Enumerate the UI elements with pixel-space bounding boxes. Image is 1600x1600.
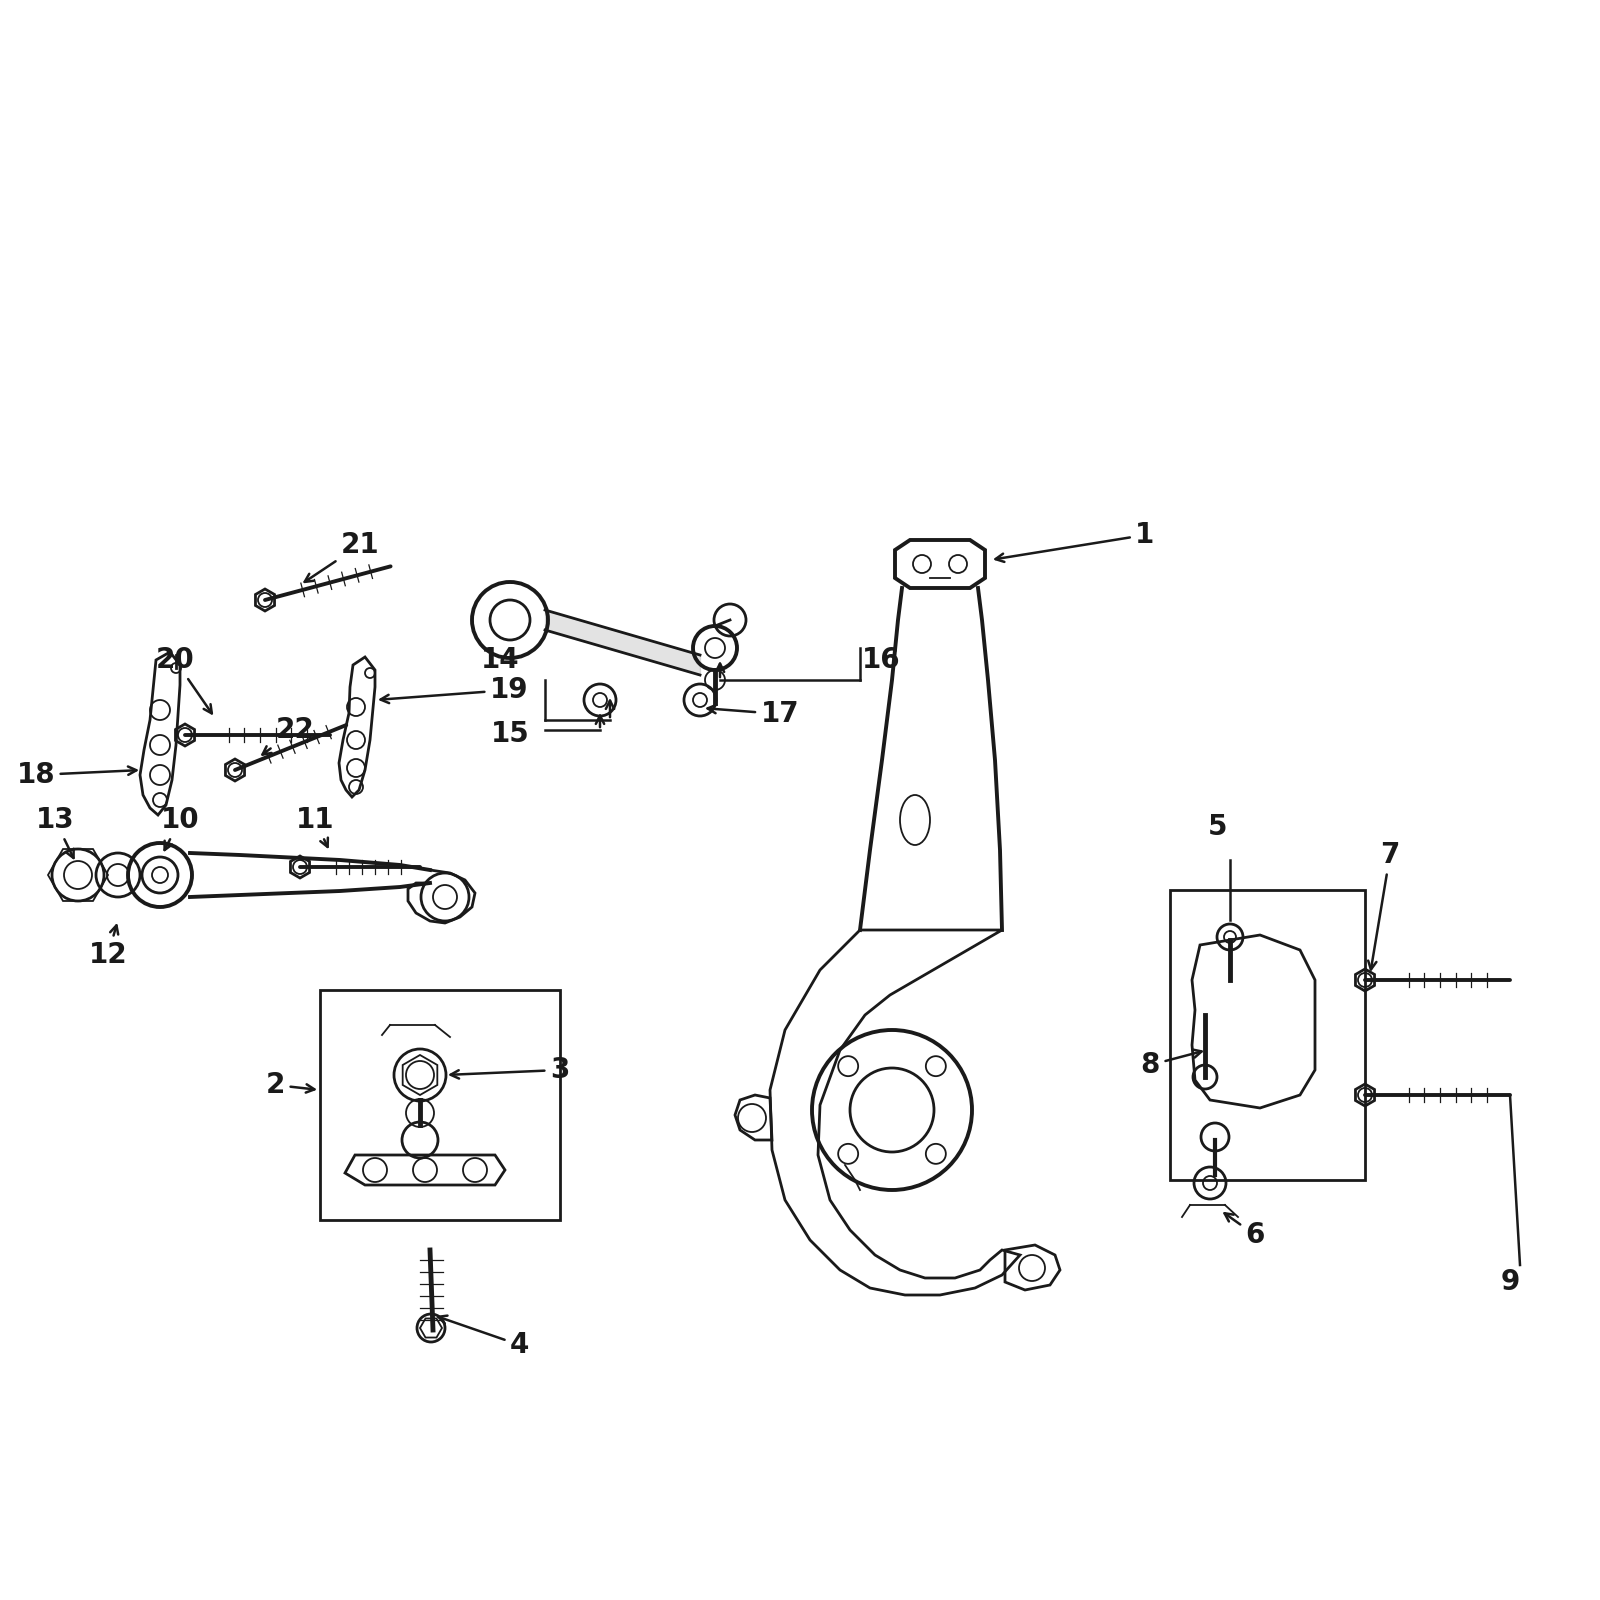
- Text: 22: 22: [262, 717, 314, 755]
- Text: 15: 15: [491, 720, 530, 749]
- Text: 17: 17: [707, 701, 800, 728]
- Bar: [1170, 890, 1365, 1181]
- Text: 9: 9: [1501, 1267, 1520, 1296]
- Text: 20: 20: [155, 646, 211, 714]
- Text: 7: 7: [1368, 842, 1400, 970]
- Bar: [320, 990, 560, 1219]
- Text: 5: 5: [1208, 813, 1227, 842]
- Text: 3: 3: [451, 1056, 570, 1085]
- Text: 13: 13: [35, 806, 74, 858]
- Text: 18: 18: [16, 762, 136, 789]
- Text: 8: 8: [1141, 1050, 1202, 1078]
- Text: 11: 11: [296, 806, 334, 846]
- Text: 14: 14: [482, 646, 520, 674]
- Text: 6: 6: [1224, 1213, 1264, 1250]
- Text: 10: 10: [160, 806, 200, 850]
- Text: 1: 1: [995, 522, 1155, 562]
- Text: 21: 21: [304, 531, 379, 582]
- Text: 4: 4: [438, 1315, 530, 1358]
- Text: 19: 19: [381, 675, 528, 704]
- Text: 2: 2: [266, 1070, 315, 1099]
- Text: 16: 16: [862, 646, 901, 674]
- Text: 12: 12: [88, 925, 128, 970]
